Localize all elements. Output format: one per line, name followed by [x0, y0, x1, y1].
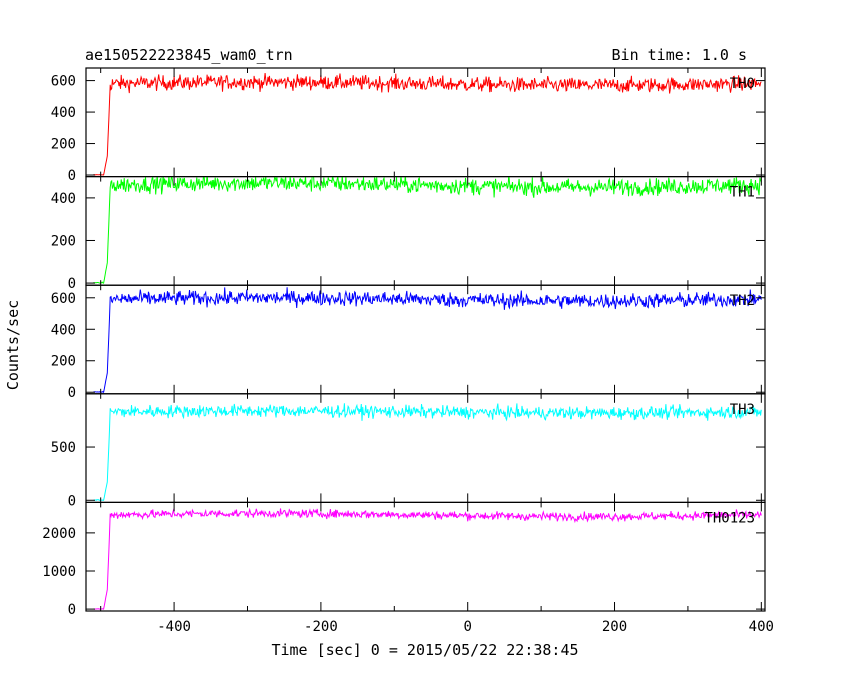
- x-tick-label: 400: [749, 619, 774, 635]
- chart-title: ae150522223845_wam0_trn: [85, 46, 293, 64]
- y-tick-label: 200: [51, 233, 76, 249]
- y-tick-label: 400: [51, 322, 76, 338]
- panel-frame-th1: [85, 176, 766, 286]
- y-tick-label: 0: [68, 276, 76, 292]
- y-tick-label: 500: [51, 440, 76, 456]
- panel-label-th3: TH3: [730, 402, 755, 418]
- series-th0123-line: [93, 507, 762, 610]
- panel-label-th2: TH2: [730, 293, 755, 309]
- panel-label-th0123: TH0123: [704, 510, 755, 526]
- panel-frame-th2: [85, 284, 766, 395]
- series-th0-line: [93, 72, 762, 176]
- x-axis-label: Time [sec] 0 = 2015/05/22 22:38:45: [271, 641, 578, 659]
- x-tick-label: -200: [304, 619, 338, 635]
- y-tick-label: 0: [68, 493, 76, 509]
- series-th1-line: [93, 176, 762, 284]
- y-tick-label: 600: [51, 74, 76, 90]
- y-tick-label: 0: [68, 602, 76, 618]
- bin-time-label: Bin time: 1.0 s: [612, 46, 747, 64]
- panel-frame-th0123: [85, 501, 766, 612]
- x-tick-label: 0: [463, 619, 471, 635]
- series-th3-line: [93, 403, 762, 501]
- y-tick-label: 200: [51, 137, 76, 153]
- y-tick-label: 200: [51, 354, 76, 370]
- y-tick-label: 0: [68, 385, 76, 401]
- y-tick-label: 600: [51, 291, 76, 307]
- x-tick-label: 200: [602, 619, 627, 635]
- y-tick-label: 400: [51, 191, 76, 207]
- y-tick-label: 400: [51, 105, 76, 121]
- panels-group: 0 200 400 600 TH0 0 200 400 TH1 0 200 400 600 TH2 0 500…: [42, 67, 774, 635]
- panel-frame-th0: [85, 67, 766, 178]
- panel-label-th1: TH1: [730, 185, 755, 201]
- series-th2-line: [93, 287, 762, 394]
- y-tick-label: 0: [68, 168, 76, 184]
- y-axis-label: Counts/sec: [4, 300, 22, 390]
- y-tick-label: 2000: [42, 526, 76, 542]
- y-tick-label: 1000: [42, 564, 76, 580]
- x-tick-label: -400: [157, 619, 191, 635]
- panel-label-th0: TH0: [730, 76, 755, 92]
